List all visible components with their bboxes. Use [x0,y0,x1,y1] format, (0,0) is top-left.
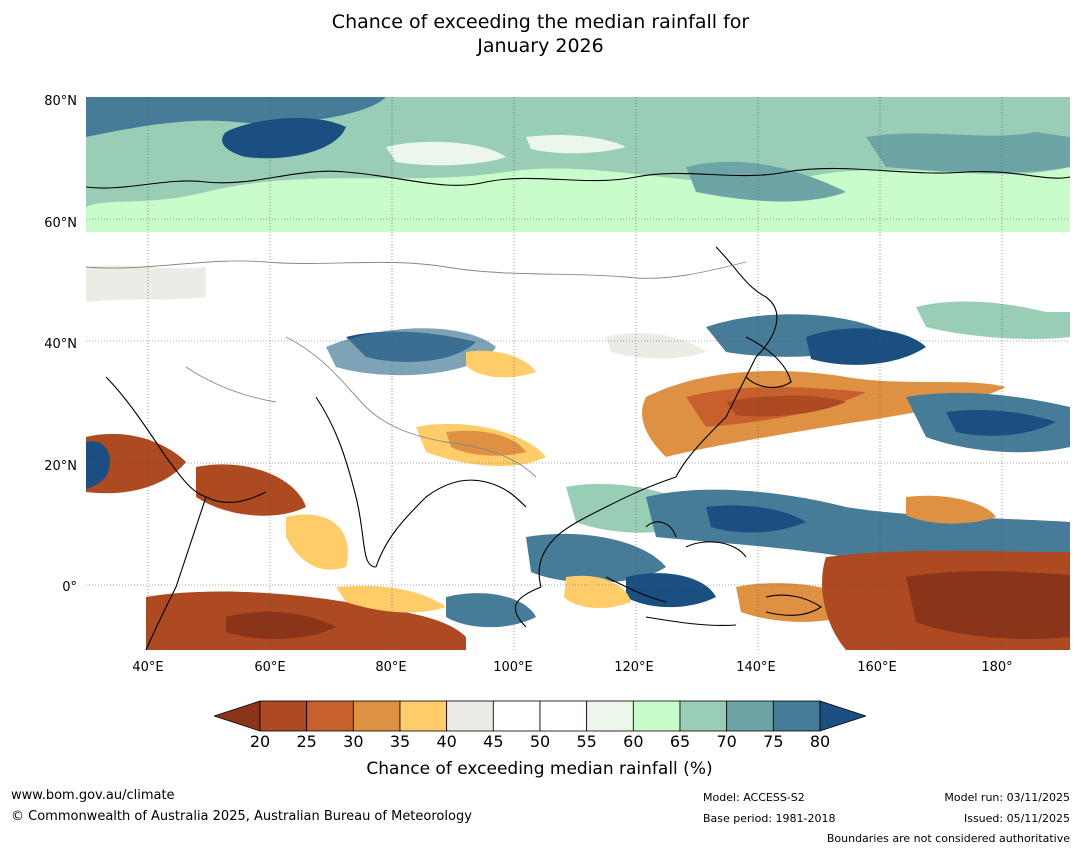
colorbar-tick-label: 80 [809,732,831,751]
map-fill-tropics [86,423,1070,628]
colorbar-segment [306,700,354,732]
colorbar-tick-label: 30 [343,732,364,751]
lon-label-160e: 160°E [857,660,897,675]
colorbar-over-arrow [819,700,866,732]
footer-copyright: © Commonwealth of Australia 2025, Austra… [11,809,472,824]
chart-title-line1: Chance of exceeding the median rainfall … [331,11,750,33]
lon-label-80e: 80°E [375,660,407,675]
colorbar [214,700,866,732]
rainfall-probability-map [86,97,1070,650]
colorbar-under-arrow [214,700,261,732]
colorbar-segment [399,700,448,732]
map-borders [86,260,747,478]
lon-label-120e: 120°E [614,660,654,675]
colorbar-segment [539,700,588,732]
colorbar-tick-label: 75 [763,732,784,751]
map-fill-midlatitude [86,265,1070,378]
colorbar-segment [726,700,774,732]
lat-label-20n: 20°N [44,459,77,474]
colorbar-tick-label: 55 [576,732,597,751]
footer-base-period: Base period: 1981-2018 [703,812,836,825]
colorbar-segment [632,700,681,732]
lat-label-40n: 40°N [44,337,77,352]
colorbar-label: Chance of exceeding median rainfall (%) [366,759,713,779]
lon-label-100e: 100°E [493,660,533,675]
colorbar-tick-label: 65 [669,732,691,751]
colorbar-tick-label: 35 [389,732,411,751]
footer-issued: Issued: 05/11/2025 [963,812,1070,825]
lat-label-0: 0° [62,580,77,595]
colorbar-segment [586,700,634,732]
map-coastlines [86,167,1070,650]
map-fill-pacific-dry [642,371,1070,457]
colorbar-tick-label: 25 [296,732,317,751]
map-fill-northern-band [86,97,1070,232]
colorbar-segment [679,700,728,732]
lon-label-180: 180° [981,660,1013,675]
colorbar-tick-label: 70 [716,732,737,751]
colorbar-segment [492,700,541,732]
colorbar-tick-label: 20 [249,732,271,751]
colorbar-segment [352,700,401,732]
lon-label-140e: 140°E [736,660,776,675]
colorbar-tick-label: 50 [529,732,551,751]
footer-website: www.bom.gov.au/climate [11,788,175,803]
colorbar-tick-label: 45 [483,732,504,751]
lat-label-60n: 60°N [44,216,77,231]
footer-disclaimer: Boundaries are not considered authoritat… [826,832,1070,845]
lon-label-40e: 40°E [132,660,164,675]
map-fill-southern-strip [146,550,1070,650]
colorbar-tick-label: 60 [623,732,644,751]
colorbar-tick-label: 40 [436,732,457,751]
chart-title-line2: January 2026 [477,35,604,57]
colorbar-segment [772,700,821,732]
footer-model: Model: ACCESS-S2 [703,791,805,804]
lat-label-80n: 80°N [44,94,77,109]
map-graticule [86,97,1070,650]
lon-label-60e: 60°E [254,660,286,675]
footer-model-run: Model run: 03/11/2025 [944,791,1070,804]
colorbar-segment [446,700,494,732]
colorbar-segment [259,700,308,732]
